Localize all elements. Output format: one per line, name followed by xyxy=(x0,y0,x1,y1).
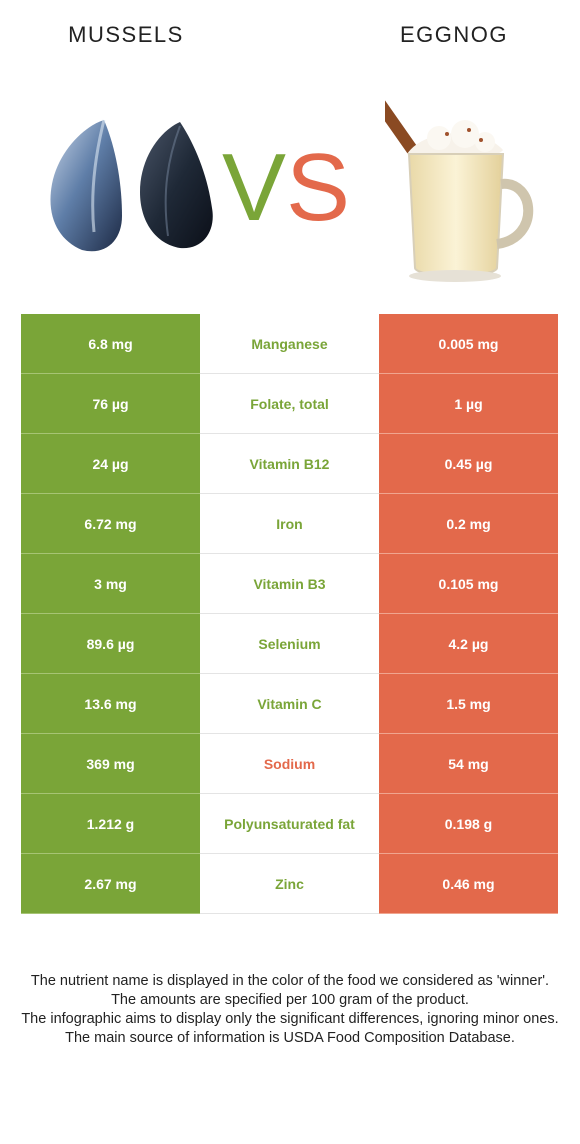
footer-line-1: The nutrient name is displayed in the co… xyxy=(30,973,550,989)
eggnog-value: 0.105 mg xyxy=(379,554,558,614)
mussels-value: 369 mg xyxy=(21,734,200,794)
vs-label: VS xyxy=(222,140,350,236)
nutrient-name: Vitamin B3 xyxy=(200,554,379,614)
nutrient-comparison-table: 6.8 mg Manganese 0.005 mg 76 µg Folate, tota… xyxy=(21,314,558,914)
nutrient-name: Sodium xyxy=(200,734,379,794)
mussels-value: 3 mg xyxy=(21,554,200,614)
table-row: 2.67 mg Zinc 0.46 mg xyxy=(21,854,558,914)
vs-v: V xyxy=(222,134,287,241)
eggnog-value: 0.46 mg xyxy=(379,854,558,914)
mussels-value: 6.72 mg xyxy=(21,494,200,554)
footer-line-4: The main source of information is USDA F… xyxy=(65,1030,515,1046)
footer-line-2: The amounts are specified per 100 gram o… xyxy=(111,992,469,1008)
nutrient-name: Manganese xyxy=(200,314,379,374)
nutrient-name: Iron xyxy=(200,494,379,554)
mussels-value: 6.8 mg xyxy=(21,314,200,374)
eggnog-value: 0.005 mg xyxy=(379,314,558,374)
right-food-title: EGGNOG xyxy=(399,22,508,47)
mussels-value: 13.6 mg xyxy=(21,674,200,734)
eggnog-value: 54 mg xyxy=(379,734,558,794)
eggnog-image xyxy=(385,98,534,282)
nutrient-name: Folate, total xyxy=(200,374,379,434)
table-row: 24 µg Vitamin B12 0.45 µg xyxy=(21,434,558,494)
table-row: 369 mg Sodium 54 mg xyxy=(21,734,558,794)
eggnog-value: 1 µg xyxy=(379,374,558,434)
table-row: 89.6 µg Selenium 4.2 µg xyxy=(21,614,558,674)
eggnog-value: 0.198 g xyxy=(379,794,558,854)
eggnog-value: 1.5 mg xyxy=(379,674,558,734)
nutrient-name: Vitamin C xyxy=(200,674,379,734)
nutrient-name: Polyunsaturated fat xyxy=(200,794,379,854)
eggnog-value: 4.2 µg xyxy=(379,614,558,674)
left-food-title: MUSSELS xyxy=(68,22,184,47)
table-row: 6.72 mg Iron 0.2 mg xyxy=(21,494,558,554)
footer-notes: The nutrient name is displayed in the co… xyxy=(20,972,560,1048)
mussels-value: 1.212 g xyxy=(21,794,200,854)
mussels-value: 2.67 mg xyxy=(21,854,200,914)
table-row: 76 µg Folate, total 1 µg xyxy=(21,374,558,434)
table-row: 3 mg Vitamin B3 0.105 mg xyxy=(21,554,558,614)
mussels-value: 76 µg xyxy=(21,374,200,434)
mussels-value: 24 µg xyxy=(21,434,200,494)
footer-line-3: The infographic aims to display only the… xyxy=(21,1011,559,1027)
eggnog-value: 0.45 µg xyxy=(379,434,558,494)
table-row: 13.6 mg Vitamin C 1.5 mg xyxy=(21,674,558,734)
nutrient-name: Selenium xyxy=(200,614,379,674)
table-row: 1.212 g Polyunsaturated fat 0.198 g xyxy=(21,794,558,854)
nutrient-name: Vitamin B12 xyxy=(200,434,379,494)
eggnog-value: 0.2 mg xyxy=(379,494,558,554)
mussels-value: 89.6 µg xyxy=(21,614,200,674)
nutrient-name: Zinc xyxy=(200,854,379,914)
table-row: 6.8 mg Manganese 0.005 mg xyxy=(21,314,558,374)
mussels-image xyxy=(50,119,213,252)
vs-s: S xyxy=(286,134,351,241)
